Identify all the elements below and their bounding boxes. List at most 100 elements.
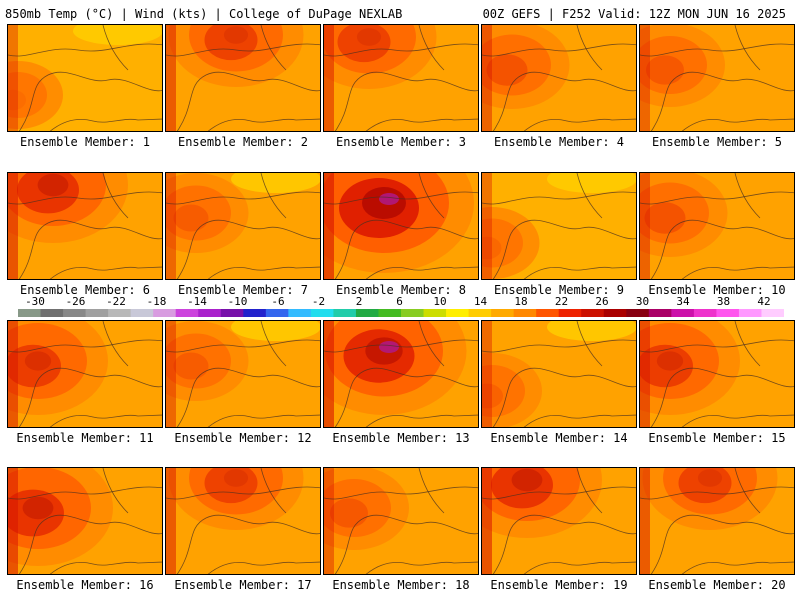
ensemble-map-panel (165, 172, 321, 280)
temperature-map (640, 321, 794, 427)
ensemble-map-panel (639, 320, 795, 428)
ensemble-member-label: Ensemble Member: 19 (490, 578, 628, 592)
temperature-map (8, 321, 162, 427)
ensemble-map-panel (323, 24, 479, 132)
temperature-map (482, 25, 636, 131)
colorbar-swatch (288, 309, 312, 317)
ensemble-member-label: Ensemble Member: 11 (16, 431, 154, 445)
ensemble-member-label: Ensemble Member: 10 (648, 283, 786, 297)
ensemble-map-panel (165, 24, 321, 132)
temperature-map (640, 468, 794, 574)
colorbar-swatch (63, 309, 87, 317)
temperature-map (166, 468, 320, 574)
colorbar-swatch (491, 309, 515, 317)
temperature-map (482, 321, 636, 427)
colorbar-swatch (108, 309, 132, 317)
ensemble-map-panel (639, 24, 795, 132)
ensemble-member-label: Ensemble Member: 6 (19, 283, 151, 297)
colorbar-swatch (401, 309, 425, 317)
ensemble-map-panel (481, 24, 637, 132)
ensemble-member-label: Ensemble Member: 1 (19, 135, 151, 149)
colorbar-swatch (648, 309, 672, 317)
ensemble-map-panel (481, 320, 637, 428)
ensemble-member-label: Ensemble Member: 8 (335, 283, 467, 297)
temperature-map (640, 25, 794, 131)
colorbar-tick-label: -10 (227, 295, 248, 308)
ensemble-member-label: Ensemble Member: 9 (493, 283, 625, 297)
colorbar-swatch (423, 309, 447, 317)
colorbar-tick-label: 34 (676, 295, 690, 308)
colorbar-swatch (355, 309, 379, 317)
ensemble-map-panel (481, 467, 637, 575)
temperature-map (324, 321, 478, 427)
ensemble-map-panel (7, 320, 163, 428)
temperature-map (8, 468, 162, 574)
ensemble-member-label: Ensemble Member: 16 (16, 578, 154, 592)
colorbar-swatch (603, 309, 627, 317)
colorbar-tick-label: -26 (65, 295, 86, 308)
colorbar-swatch (310, 309, 334, 317)
temperature-map (482, 468, 636, 574)
colorbar-swatch (536, 309, 560, 317)
ensemble-map-panel (323, 320, 479, 428)
colorbar-swatch (198, 309, 222, 317)
colorbar-swatch (243, 309, 267, 317)
model-run-valid-time: 00Z GEFS | F252 Valid: 12Z MON JUN 16 20… (482, 7, 786, 21)
ensemble-member-label: Ensemble Member: 4 (493, 135, 625, 149)
colorbar-swatch (581, 309, 605, 317)
ensemble-member-label: Ensemble Member: 14 (490, 431, 628, 445)
ensemble-map-panel (7, 24, 163, 132)
colorbar-swatch (175, 309, 199, 317)
temperature-map (640, 173, 794, 279)
colorbar-tick-label: 10 (433, 295, 447, 308)
temperature-map (8, 173, 162, 279)
ensemble-member-label: Ensemble Member: 7 (177, 283, 309, 297)
colorbar-tick-label: -6 (271, 295, 285, 308)
ensemble-map-panel (7, 467, 163, 575)
colorbar-tick-label: -2 (311, 295, 326, 308)
temperature-map (324, 468, 478, 574)
colorbar-swatch (18, 309, 42, 317)
temperature-map (324, 25, 478, 131)
ensemble-member-label: Ensemble Member: 5 (651, 135, 783, 149)
colorbar-tick-label: 26 (595, 295, 609, 308)
colorbar-swatch (446, 309, 470, 317)
ensemble-member-label: Ensemble Member: 17 (174, 578, 312, 592)
ensemble-member-label: Ensemble Member: 12 (174, 431, 312, 445)
ensemble-member-label: Ensemble Member: 20 (648, 578, 786, 592)
temperature-map (166, 25, 320, 131)
colorbar-tick-label: -18 (146, 295, 167, 308)
ensemble-map-panel (323, 467, 479, 575)
colorbar-tick-label: -30 (25, 295, 45, 308)
colorbar-swatch (626, 309, 650, 317)
colorbar-swatch (40, 309, 64, 317)
colorbar-swatch (130, 309, 154, 317)
colorbar-tick-label: 38 (716, 295, 731, 308)
temperature-map (166, 173, 320, 279)
map-title: 850mb Temp (°C) | Wind (kts) | College o… (5, 7, 403, 21)
ensemble-map-panel (639, 172, 795, 280)
colorbar-swatch (265, 309, 289, 317)
ensemble-map-panel (165, 320, 321, 428)
ensemble-map-panel (165, 467, 321, 575)
colorbar-tick-label: 30 (635, 295, 650, 308)
colorbar-tick-label: 22 (554, 295, 569, 308)
temperature-map (482, 173, 636, 279)
ensemble-map-panel (7, 172, 163, 280)
colorbar-swatch (153, 309, 177, 317)
ensemble-member-label: Ensemble Member: 18 (332, 578, 470, 592)
colorbar-swatch (738, 309, 762, 317)
colorbar-swatch (693, 309, 717, 317)
ensemble-map-panel (639, 467, 795, 575)
ensemble-map-panel (481, 172, 637, 280)
colorbar-swatch (671, 309, 695, 317)
colorbar-tick-label: 2 (355, 295, 363, 308)
ensemble-member-label: Ensemble Member: 2 (177, 135, 309, 149)
temperature-map (166, 321, 320, 427)
colorbar-swatch (220, 309, 244, 317)
colorbar-tick-label: 14 (473, 295, 488, 308)
ensemble-member-label: Ensemble Member: 13 (332, 431, 470, 445)
colorbar-tick-label: -14 (187, 295, 207, 308)
colorbar-tick-label: 42 (757, 295, 771, 308)
colorbar-swatch (468, 309, 492, 317)
